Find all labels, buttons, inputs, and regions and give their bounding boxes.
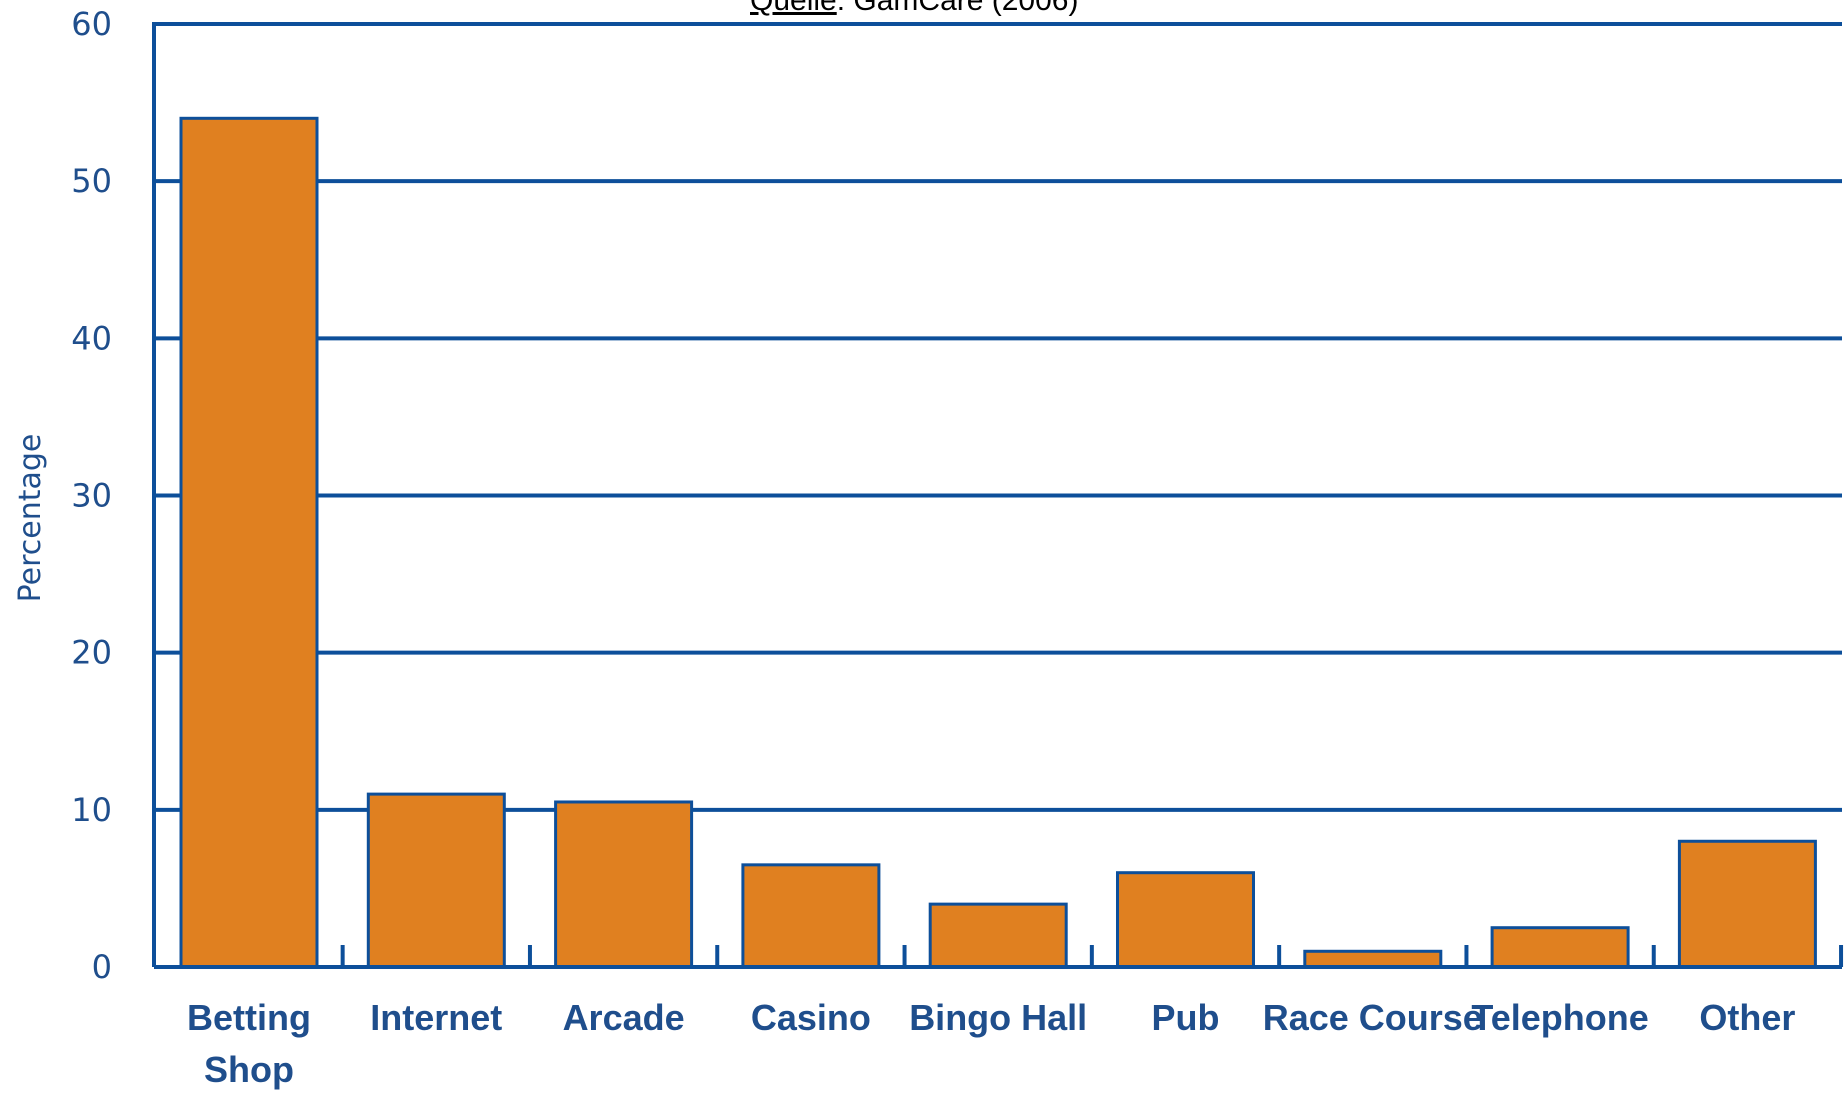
- x-tick-label: Arcade: [563, 997, 685, 1038]
- x-tick-label: Internet: [370, 997, 502, 1038]
- source-note: Quelle: GamCare (2006): [750, 0, 1078, 17]
- source-prefix: Quelle: [750, 0, 837, 17]
- y-tick-label: 30: [71, 477, 112, 515]
- bar-2: [554, 800, 694, 969]
- bar-0: [179, 116, 319, 969]
- source-rest: : GamCare (2006): [837, 0, 1079, 17]
- y-tick-labels: 0 10 20 30 40 50 60: [71, 5, 112, 986]
- bar-3: [741, 863, 881, 969]
- y-tick-label: 10: [71, 791, 112, 829]
- bar-6: [1303, 949, 1443, 969]
- y-tick-label: 40: [71, 319, 112, 357]
- y-tick-label: 0: [92, 948, 112, 986]
- bar-8: [1677, 839, 1817, 969]
- y-tick-label: 50: [71, 162, 112, 200]
- x-tick-label: Casino: [751, 997, 871, 1038]
- x-tick-label: Shop: [204, 1049, 294, 1090]
- x-tick-label: Telephone: [1471, 997, 1648, 1038]
- x-tick-label: Race Course: [1263, 997, 1483, 1038]
- x-tick-labels: Betting Shop Internet Arcade Casino Bingo Hal…: [187, 997, 1795, 1090]
- y-axis-label: Percentage: [13, 434, 48, 603]
- bar-7: [1490, 926, 1630, 969]
- axes: [152, 22, 1844, 969]
- x-tick-label: Bingo Hall: [909, 997, 1087, 1038]
- x-tick-label: Pub: [1152, 997, 1220, 1038]
- bar-5: [1116, 871, 1255, 969]
- bar-4: [928, 902, 1068, 969]
- bars: [179, 116, 1817, 969]
- y-tick-label: 60: [71, 5, 112, 43]
- y-tick-label: 20: [71, 634, 112, 672]
- gridlines: [154, 22, 1842, 812]
- bar-1: [366, 792, 506, 969]
- x-tick-label: Betting: [187, 997, 311, 1038]
- x-tick-label: Other: [1699, 997, 1795, 1038]
